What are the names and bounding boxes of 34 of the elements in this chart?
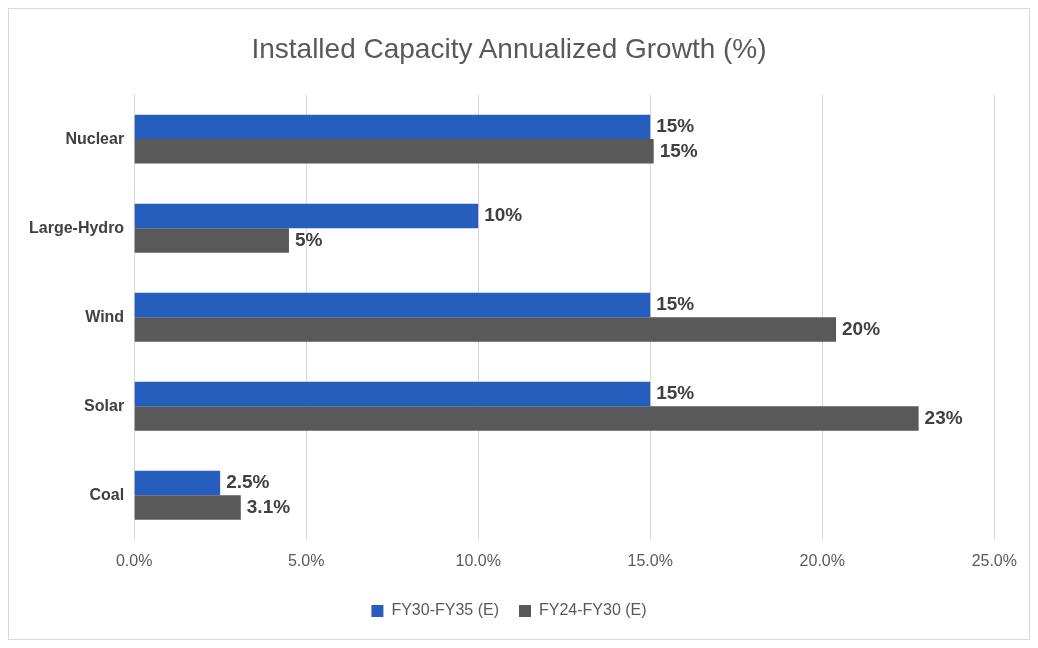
data-label: 15% [659,139,698,161]
data-label: 20% [842,317,881,339]
data-label: 2.5% [226,471,270,493]
x-tick-label: 25.0% [971,551,1017,569]
y-tick-label: Coal [89,485,125,503]
data-label: 23% [924,406,963,428]
data-label: 3.1% [246,495,291,517]
bar [134,406,919,431]
x-tick-label: 0.0% [115,551,153,569]
data-label: 5% [294,228,323,250]
bar [134,381,651,407]
bar [134,292,651,318]
bar [134,228,289,253]
legend-label: FY24-FY30 (E) [539,601,647,619]
x-tick-label: 5.0% [287,551,325,569]
y-tick-label: Solar [84,396,125,414]
bar [134,203,479,229]
bar [134,114,651,140]
y-tick-label: Wind [85,307,125,325]
chart-title: Installed Capacity Annualized Growth (%) [251,32,767,64]
legend-label: FY30-FY35 (E) [391,601,500,619]
x-tick-label: 20.0% [799,551,845,569]
bar [134,139,654,164]
bar [134,470,221,496]
x-tick-label: 15.0% [627,551,673,569]
data-label: 15% [656,115,695,137]
bar [134,495,241,520]
bar [134,317,837,342]
data-label: 15% [656,382,695,404]
y-tick-label: Nuclear [65,129,125,147]
data-label: 10% [484,204,523,226]
y-tick-label: Large-Hydro [29,218,125,236]
x-tick-label: 10.0% [455,551,501,569]
data-label: 15% [656,293,695,315]
